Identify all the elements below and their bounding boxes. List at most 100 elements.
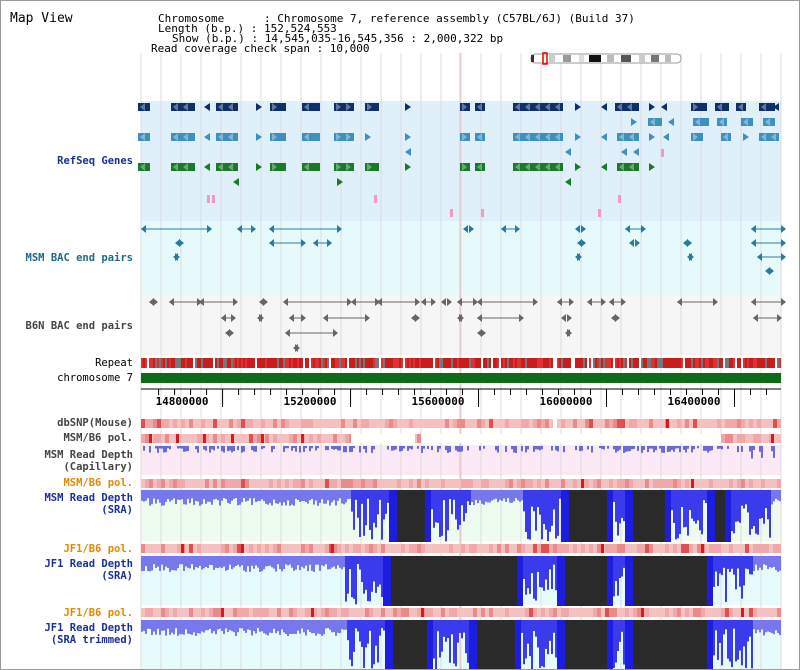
heat-cell — [401, 544, 405, 553]
heat-cell — [317, 544, 321, 553]
depth-bar — [191, 556, 193, 565]
heat-cell — [377, 479, 381, 488]
heat-cell — [353, 608, 357, 617]
depth-bar — [537, 490, 539, 508]
depth-bar — [775, 490, 777, 499]
capillary-depth-bar — [655, 446, 657, 451]
msm-bac-end — [301, 239, 306, 247]
heat-cell — [181, 479, 185, 488]
depth-dark-bar — [425, 620, 427, 669]
depth-bar — [243, 556, 245, 571]
depth-dark-bar — [599, 556, 601, 606]
capillary-depth-bar — [351, 446, 353, 452]
repeat-segment — [571, 358, 573, 368]
depth-bar — [621, 620, 623, 632]
depth-dark-bar — [697, 620, 699, 669]
repeat-segment — [627, 358, 629, 368]
depth-bar — [161, 490, 163, 506]
depth-dark-bar — [399, 620, 401, 669]
gene-arrow — [555, 163, 560, 171]
depth-dark-bar — [605, 556, 607, 606]
chromosome-bar-fill — [141, 373, 781, 383]
gene-feature — [691, 133, 703, 141]
depth-bar — [265, 620, 267, 635]
depth-dark-bar — [687, 556, 689, 606]
depth-bar — [769, 620, 771, 633]
heat-cell — [189, 544, 193, 553]
depth-bar — [227, 620, 229, 633]
depth-bar — [159, 620, 161, 635]
depth-bar — [513, 490, 515, 502]
repeat-segment — [589, 358, 591, 368]
depth-dark-bar — [393, 490, 395, 542]
depth-dark-bar — [701, 620, 703, 669]
gene-feature — [460, 133, 470, 141]
depth-bar — [463, 490, 465, 522]
depth-bar — [333, 490, 335, 501]
depth-bar — [351, 490, 353, 512]
heat-cell — [177, 608, 181, 617]
capillary-depth-bar — [213, 446, 215, 451]
depth-bar — [239, 620, 241, 629]
heat-cell — [593, 544, 597, 553]
depth-bar — [753, 620, 755, 630]
repeat-segment — [625, 358, 627, 368]
heat-cell — [229, 544, 233, 553]
heat-gap — [351, 434, 415, 443]
heat-cell — [417, 419, 421, 428]
repeat-segment — [307, 358, 309, 368]
depth-bar — [317, 620, 319, 634]
heat-cell — [609, 419, 613, 428]
label-msm-b6-pol: MSM/B6 pol. — [63, 432, 133, 444]
b6n-bac-end — [587, 298, 592, 306]
capillary-depth-bar — [331, 446, 333, 449]
heat-cell — [145, 608, 149, 617]
depth-bar — [153, 490, 155, 499]
heat-cell — [729, 479, 733, 488]
heat-cell — [685, 544, 689, 553]
gene-arrowhead — [649, 133, 655, 141]
heat-cell — [677, 419, 681, 428]
capillary-depth-bar — [359, 446, 361, 453]
heat-cell — [589, 419, 593, 428]
heat-cell — [661, 419, 665, 428]
gene-arrowhead — [365, 133, 371, 141]
depth-dark-bar — [421, 556, 423, 606]
b6n-bac-end — [259, 298, 264, 306]
heat-cell — [737, 434, 741, 443]
repeat-segment — [543, 358, 545, 368]
heat-cell — [481, 419, 485, 428]
repeat-segment — [759, 358, 761, 368]
depth-bar — [737, 490, 739, 522]
repeat-segment — [763, 358, 765, 368]
ideogram-band — [639, 55, 645, 62]
label-dbsnp: dbSNP(Mouse) — [57, 417, 133, 429]
repeat-segment — [755, 358, 757, 368]
msm-bac-end — [751, 225, 756, 233]
depth-dark-bar — [511, 620, 513, 669]
repeat-segment — [377, 358, 379, 368]
heat-cell — [389, 608, 393, 617]
capillary-depth-bar — [431, 446, 433, 451]
heat-cell — [653, 479, 657, 488]
msm-bac-end — [689, 253, 694, 261]
depth-bar — [335, 490, 337, 506]
capillary-depth-bar — [205, 446, 207, 451]
repeat-segment — [747, 358, 749, 368]
repeat-segment — [471, 358, 473, 368]
repeat-segment — [447, 358, 449, 368]
heat-cell — [185, 419, 189, 428]
heat-cell — [321, 608, 325, 617]
depth-dark-bar — [669, 490, 671, 542]
depth-bar — [339, 620, 341, 634]
heat-cell — [561, 608, 565, 617]
heat-cell — [733, 419, 737, 428]
capillary-depth-bar — [161, 446, 163, 449]
heat-cell — [721, 544, 725, 553]
depth-dark-bar — [403, 620, 405, 669]
depth-bar — [545, 556, 547, 580]
depth-bar — [249, 556, 251, 572]
heat-cell — [361, 419, 365, 428]
heat-cell — [245, 608, 249, 617]
